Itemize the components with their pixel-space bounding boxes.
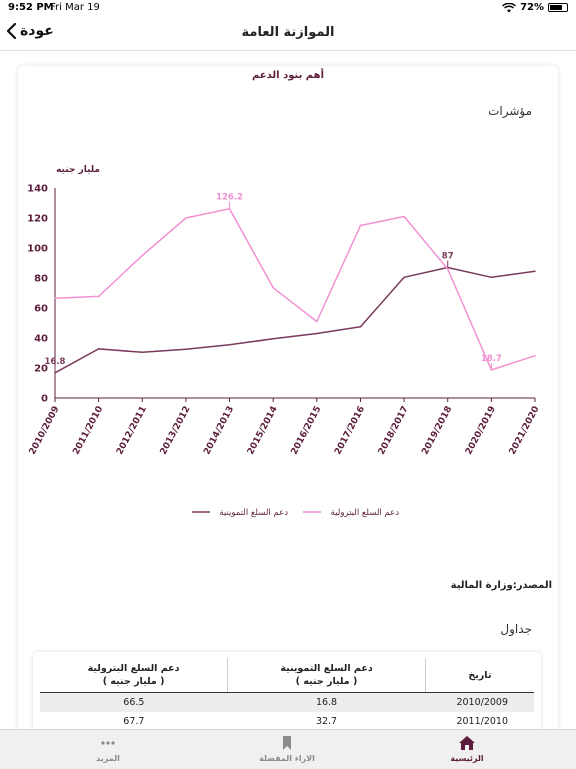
more-icon: [101, 741, 115, 745]
data-point: [272, 337, 274, 340]
data-point: [228, 343, 231, 346]
x-tick-label: 2014/2013: [202, 405, 236, 457]
tab-more-label: المزيد: [96, 754, 120, 763]
data-point: [316, 320, 318, 323]
section-tables-heading: جداول: [500, 622, 532, 636]
cell-petroleum: 67.7: [123, 716, 145, 727]
data-point: [316, 332, 318, 335]
battery-percent: 72%: [520, 2, 544, 13]
battery-level: [550, 5, 562, 10]
data-label: 87: [442, 252, 454, 262]
series-line-0: [54, 266, 536, 374]
x-tick-label: 2011/2010: [71, 405, 105, 457]
y-tick-label: 140: [27, 184, 48, 195]
header-supply-label: دعم السلع التموينية: [280, 663, 373, 674]
y-tick-label: 20: [34, 364, 48, 375]
y-tick-label: 100: [27, 244, 48, 255]
data-label: 126.2: [216, 193, 243, 203]
data-point: [403, 276, 405, 279]
back-label: عودة: [20, 23, 54, 39]
data-point: [141, 254, 144, 257]
y-axis-label: مليار جنيه: [56, 165, 100, 175]
header-supply: دعم السلع التموينية ( مليار جنيه ): [227, 658, 426, 693]
x-tick-label: 2013/2012: [159, 405, 193, 457]
y-tick-label: 40: [34, 334, 48, 345]
data-label: 18.7: [481, 354, 502, 364]
legend-label: دعم السلع التموينية: [219, 508, 288, 518]
series-line-1: [54, 207, 536, 371]
cell-date: 2011/2010: [456, 716, 508, 727]
y-tick-label: 60: [34, 304, 48, 315]
table-row: 67.7 32.7 2011/2010: [40, 712, 534, 731]
data-point: [54, 297, 56, 300]
x-tick-label: 2019/2018: [420, 405, 454, 457]
x-tick-label: 2010/2009: [28, 405, 62, 457]
back-button[interactable]: عودة: [6, 22, 54, 40]
table-row: 66.5 16.8 2010/2009: [40, 692, 534, 712]
x-tick-label: 2012/2011: [115, 405, 149, 457]
data-point: [403, 215, 405, 218]
data-point: [490, 276, 493, 279]
y-tick-label: 80: [34, 274, 48, 285]
bookmark-icon: [283, 736, 291, 750]
cell-date: 2010/2009: [425, 692, 534, 712]
header-supply-unit: ( مليار جنيه ): [295, 676, 358, 687]
data-point: [185, 348, 187, 351]
status-right: 72%: [502, 2, 568, 13]
legend-label: دعم السلع البترولية: [331, 508, 400, 518]
data-point: [534, 270, 536, 273]
page-title: الموازنة العامة: [241, 25, 335, 40]
data-point: [359, 325, 362, 328]
tab-home-label: الرئيسية: [450, 754, 484, 763]
cell-supply: 16.8: [227, 692, 426, 712]
battery-icon: [548, 3, 568, 12]
y-tick-label: 0: [41, 394, 48, 405]
data-point: [446, 268, 449, 270]
y-tick-label: 120: [27, 214, 48, 225]
data-label: 16.8: [45, 357, 66, 367]
line-chart: مليار جنيه 0 20 40 60 80 100 120 140 2010/2009 201…: [27, 165, 542, 518]
data-point: [534, 354, 536, 357]
header-petroleum: دعم السلع البترولية ( مليار جنيه ): [40, 658, 228, 693]
tab-favorites-label: الاراء المفضلة: [259, 754, 315, 763]
x-tick-label: 2015/2014: [246, 405, 280, 457]
header-petroleum-unit: ( مليار جنيه ): [102, 676, 165, 687]
section-indicators-heading: مؤشرات: [488, 104, 532, 118]
x-tick-label: 2016/2015: [290, 405, 324, 457]
source-note: المصدر:وزارة المالية: [450, 580, 552, 591]
data-point: [359, 224, 362, 227]
data-point: [185, 217, 187, 219]
x-tick-label: 2021/2020: [508, 405, 542, 457]
status-date: Fri Mar 19: [50, 2, 100, 13]
table-header-row: دعم السلع البترولية ( مليار جنيه ) دعم ا…: [40, 658, 534, 693]
status-bar: 9:52 PM Fri Mar 19 72%: [0, 0, 576, 16]
tab-bar: الرئيسية الاراء المفضلة المزيد: [0, 729, 576, 769]
cell-petroleum: 66.5: [40, 692, 228, 712]
data-point: [97, 295, 100, 298]
navigation-bar: عودة الموازنة العامة: [0, 16, 576, 51]
wifi-icon: [502, 2, 516, 12]
data-point: [97, 348, 100, 350]
chart-title: أهم بنود الدعم: [251, 70, 325, 81]
tab-more[interactable]: المزيد: [33, 730, 183, 769]
tab-favorites[interactable]: الاراء المفضلة: [212, 730, 362, 769]
x-tick-label: 2020/2019: [464, 405, 498, 457]
data-point: [141, 351, 144, 354]
data-table: دعم السلع البترولية ( مليار جنيه ) دعم ا…: [40, 658, 534, 731]
tab-home[interactable]: الرئيسية: [392, 730, 542, 769]
content-card: [18, 66, 558, 766]
x-tick-label: 2017/2016: [333, 405, 367, 457]
home-icon: [459, 736, 475, 750]
status-time: 9:52 PM: [8, 2, 54, 13]
header-petroleum-label: دعم السلع البترولية: [87, 663, 180, 674]
chevron-left-icon: [6, 22, 17, 40]
x-tick-label: 2018/2017: [377, 405, 411, 457]
header-date: تاريخ: [424, 658, 534, 693]
data-point: [272, 286, 274, 289]
cell-supply: 32.7: [315, 716, 338, 727]
